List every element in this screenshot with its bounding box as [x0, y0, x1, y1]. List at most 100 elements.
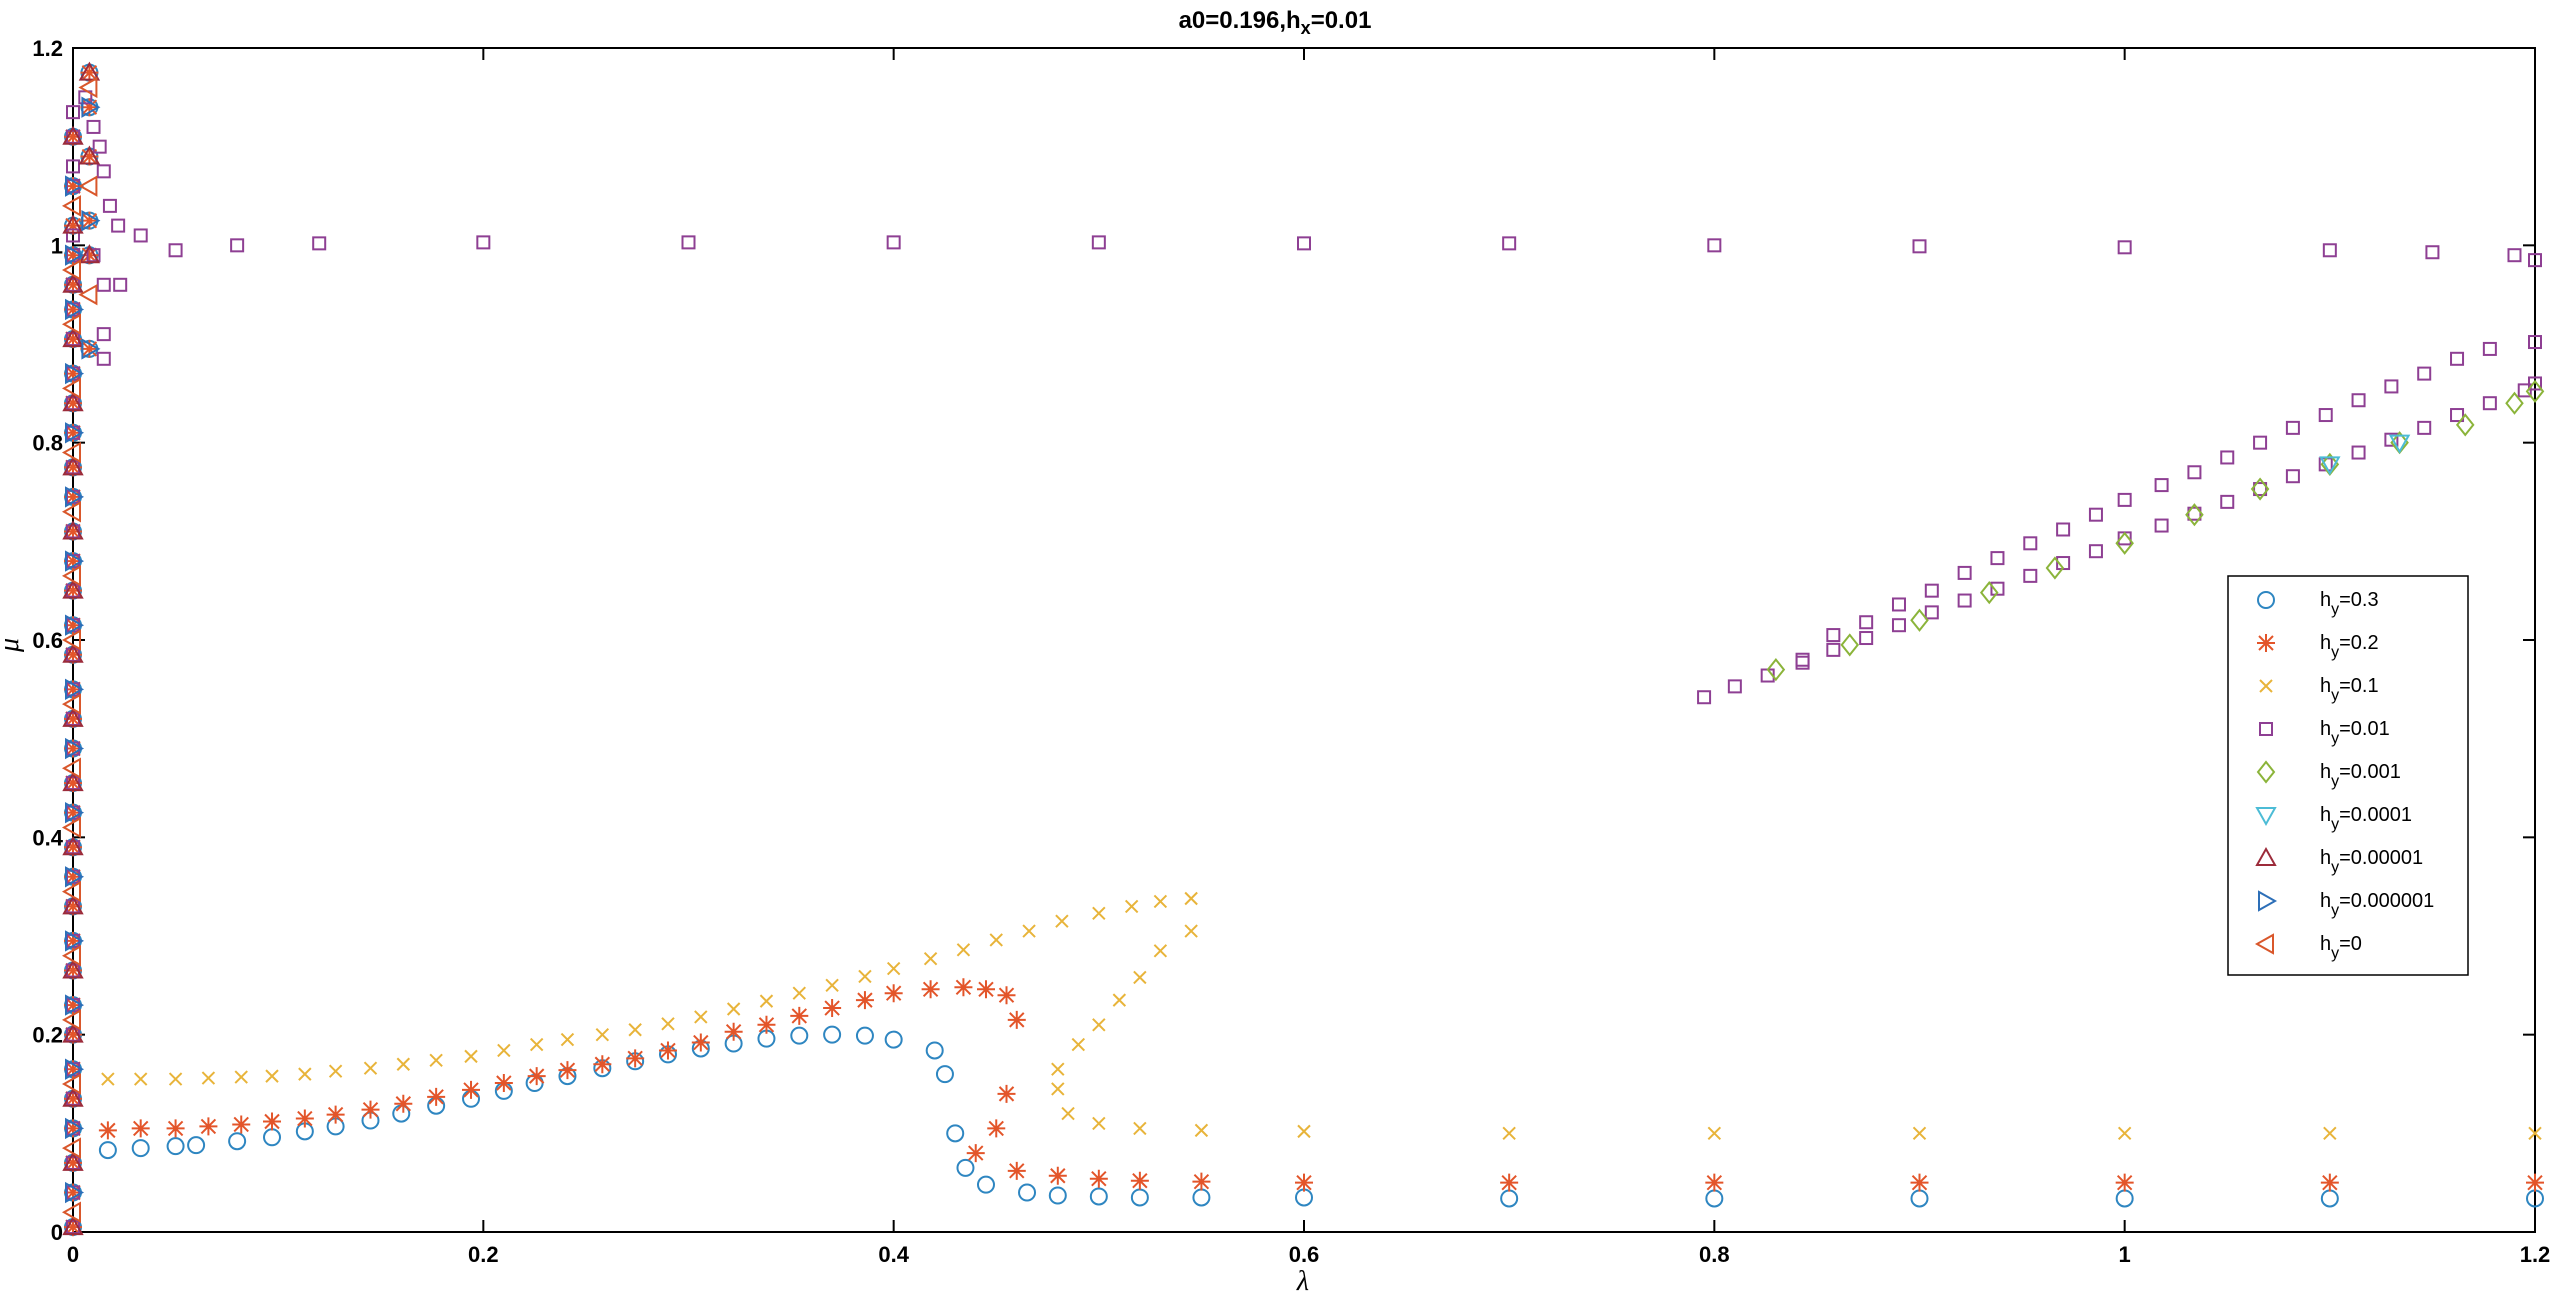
data-point: [1502, 1126, 1516, 1141]
data-point: [80, 63, 99, 82]
data-point: [65, 422, 85, 444]
data-point: [396, 1057, 411, 1071]
data-point: [1990, 581, 2005, 596]
data-point: [62, 214, 84, 234]
data-point: [2455, 413, 2475, 437]
data-point: [1091, 235, 1106, 250]
y-tick-label: 1: [51, 233, 63, 258]
data-point: [1859, 615, 1874, 630]
data-point: [2322, 243, 2337, 258]
data-point: [64, 803, 82, 822]
data-point: [429, 1053, 443, 1068]
legend-marker: [2258, 890, 2278, 912]
data-point: [1051, 1062, 1065, 1076]
x-axis-label: λ: [1296, 1266, 1309, 1297]
data-point: [65, 1117, 85, 1140]
data-point: [187, 1136, 206, 1155]
data-point: [64, 1218, 82, 1237]
legend-label: hy=0.3: [2320, 589, 2379, 618]
data-point: [81, 338, 101, 360]
data-point: [166, 1137, 185, 1156]
data-point: [790, 1006, 809, 1025]
data-point: [884, 984, 903, 1003]
data-point: [855, 991, 874, 1010]
data-point: [78, 76, 98, 99]
data-point: [661, 1017, 675, 1031]
data-point: [2154, 518, 2169, 533]
data-point: [96, 351, 111, 366]
data-point: [61, 377, 81, 400]
data-point: [64, 364, 82, 383]
data-point: [2250, 477, 2270, 501]
data-point: [363, 1061, 378, 1075]
data-point: [1071, 1037, 1086, 1052]
data-point: [65, 1181, 85, 1204]
legend-label: hy=0.2: [2320, 632, 2379, 661]
data-point: [62, 1151, 84, 1171]
data-point: [65, 994, 85, 1016]
data-point: [62, 707, 84, 727]
data-point: [133, 228, 148, 243]
data-point: [326, 1105, 345, 1124]
data-point: [1990, 551, 2005, 566]
data-point: [2417, 366, 2432, 381]
data-point: [62, 643, 84, 663]
data-point: [2088, 507, 2103, 522]
data-point: [62, 1216, 84, 1236]
data-point: [2351, 445, 2366, 460]
data-point: [790, 1026, 809, 1045]
data-point: [1130, 1171, 1149, 1190]
data-point: [78, 283, 98, 306]
data-point: [1007, 1161, 1026, 1180]
data-point: [997, 986, 1016, 1005]
data-point: [64, 838, 82, 857]
data-point: [1826, 628, 1841, 643]
data-point: [1979, 581, 1999, 605]
data-point: [295, 1109, 314, 1128]
data-point: [64, 1153, 82, 1172]
data-point: [1089, 1169, 1108, 1188]
data-point: [935, 1065, 954, 1084]
data-point: [228, 1132, 247, 1151]
data-point: [1924, 583, 1939, 598]
data-point: [1766, 657, 1786, 682]
data-point: [1153, 944, 1168, 958]
data-point: [199, 1117, 218, 1136]
data-point: [858, 969, 872, 984]
data-point: [997, 1084, 1016, 1103]
data-point: [2285, 420, 2300, 435]
data-point: [62, 328, 84, 348]
data-point: [1840, 633, 1860, 657]
data-point: [65, 737, 85, 760]
data-point: [1891, 597, 1906, 612]
axis-ticks: 0 0.2 0.4 0.6 0.8 1 1.2 0 0.2 0.4 0.6 0.8 1 1.2: [32, 36, 2550, 1267]
data-point: [593, 1055, 612, 1074]
legend-marker: [2257, 634, 2275, 652]
data-point: [62, 895, 84, 915]
data-point: [62, 959, 84, 979]
data-point: [64, 774, 82, 793]
data-point: [62, 579, 84, 599]
data-point: [66, 159, 80, 174]
data-point: [2117, 1126, 2132, 1141]
data-point: [201, 1071, 216, 1085]
data-point: [234, 1070, 248, 1084]
data-point: [64, 931, 82, 950]
data-point: [2115, 1173, 2134, 1192]
data-point: [65, 244, 85, 266]
data-point: [64, 1025, 82, 1044]
data-point: [2507, 248, 2522, 263]
data-point: [61, 757, 81, 779]
data-point: [1007, 1010, 1026, 1029]
data-point: [64, 739, 82, 758]
data-point: [989, 933, 1003, 947]
data-point: [64, 275, 82, 294]
data-point: [65, 550, 85, 572]
data-point: [2425, 245, 2440, 260]
data-point: [1912, 239, 1927, 254]
data-point: [2023, 536, 2038, 551]
data-point: [1502, 236, 1517, 251]
data-point: [65, 1058, 85, 1080]
